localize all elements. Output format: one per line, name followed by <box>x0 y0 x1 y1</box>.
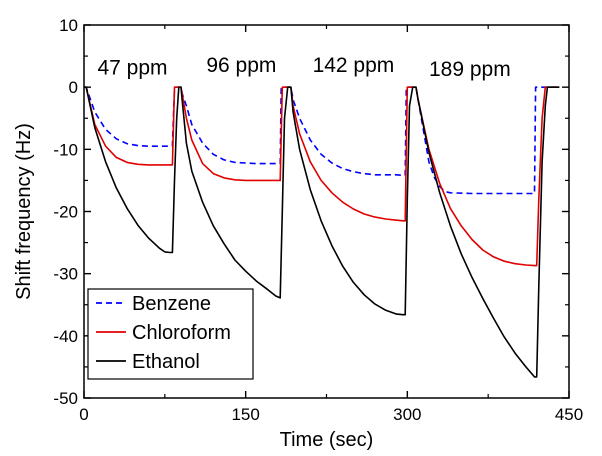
concentration-annotation: 96 ppm <box>206 54 276 77</box>
concentration-annotation: 142 ppm <box>313 54 395 77</box>
axis-ticks <box>83 24 570 399</box>
tick-labels: 0 150 300 450 10 0 -10 -20 -30 -40 -50 <box>53 16 583 424</box>
legend: Benzene Chloroform Ethanol <box>87 288 254 380</box>
x-tick-label: 450 <box>555 405 583 424</box>
x-tick-label: 0 <box>79 405 88 424</box>
y-tick-label: -50 <box>53 389 78 408</box>
legend-box <box>87 288 254 380</box>
legend-label-ethanol: Ethanol <box>132 351 200 373</box>
series-line-benzene <box>84 86 560 195</box>
y-axis-title: Shift frequency (Hz) <box>13 123 35 300</box>
y-tick-label: -30 <box>53 265 78 284</box>
x-tick-label: 150 <box>231 405 259 424</box>
x-tick-label: 300 <box>393 405 421 424</box>
y-tick-label: 0 <box>69 78 78 97</box>
legend-label-benzene: Benzene <box>132 293 211 315</box>
series-line-ethanol <box>84 86 560 378</box>
y-tick-label: 10 <box>59 16 78 35</box>
x-axis-title: Time (sec) <box>280 429 374 451</box>
y-tick-label: -40 <box>53 327 78 346</box>
y-tick-label: -10 <box>53 140 78 159</box>
concentration-annotation: 189 ppm <box>429 58 511 81</box>
concentration-annotation: 47 ppm <box>97 57 167 80</box>
annotations: 47 ppm 96 ppm 142 ppm 189 ppm <box>97 54 510 81</box>
series-lines <box>84 86 560 378</box>
series-line-chloroform <box>84 86 560 267</box>
y-tick-label: -20 <box>53 203 78 222</box>
legend-label-chloroform: Chloroform <box>132 322 231 344</box>
